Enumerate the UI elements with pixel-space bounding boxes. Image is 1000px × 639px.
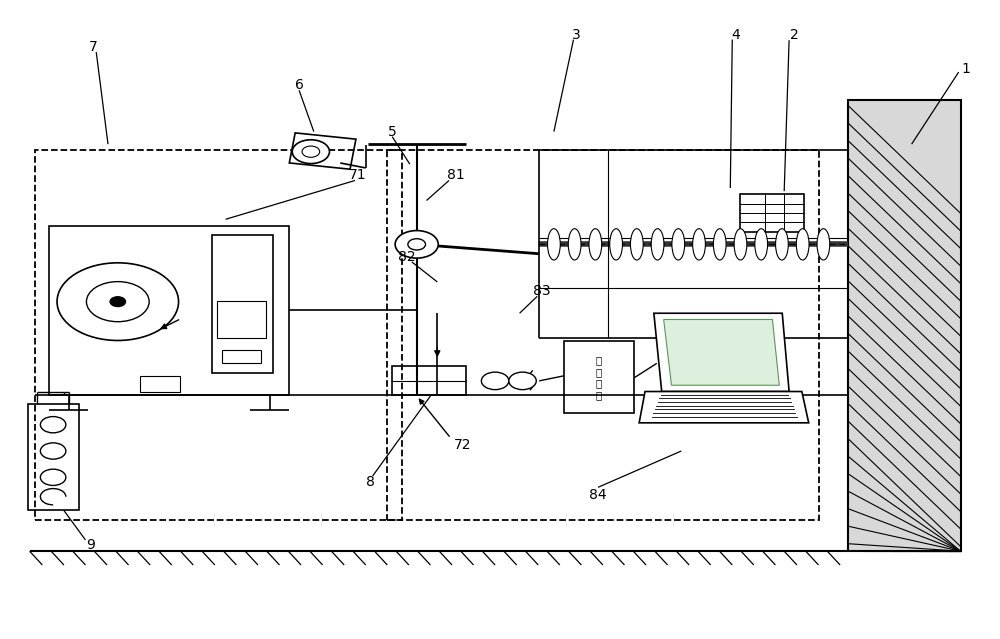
Text: 5: 5: [388, 125, 397, 139]
Circle shape: [110, 296, 126, 307]
Circle shape: [408, 239, 426, 250]
Circle shape: [57, 263, 179, 341]
Text: 71: 71: [349, 169, 367, 183]
Circle shape: [481, 372, 509, 390]
Bar: [387, 150, 818, 520]
Circle shape: [40, 443, 66, 459]
Polygon shape: [289, 133, 356, 169]
Bar: [222, 350, 261, 364]
Polygon shape: [664, 320, 779, 385]
Circle shape: [395, 231, 438, 258]
Bar: [49, 226, 289, 395]
Circle shape: [40, 469, 66, 486]
Text: 1: 1: [961, 62, 970, 76]
Circle shape: [509, 372, 536, 390]
Ellipse shape: [568, 229, 581, 260]
Ellipse shape: [796, 229, 809, 260]
Text: 81: 81: [447, 169, 465, 183]
Text: 4: 4: [731, 27, 740, 42]
Circle shape: [86, 282, 149, 321]
Bar: [740, 194, 804, 232]
Bar: [564, 341, 634, 413]
Text: 84: 84: [589, 488, 607, 502]
Ellipse shape: [817, 229, 830, 260]
Bar: [140, 376, 180, 392]
Text: 9: 9: [86, 538, 95, 552]
Ellipse shape: [693, 229, 705, 260]
Bar: [217, 301, 266, 338]
Text: 数
据
采
集: 数 据 采 集: [596, 355, 602, 400]
Text: 2: 2: [790, 27, 798, 42]
Ellipse shape: [672, 229, 685, 260]
Ellipse shape: [713, 229, 726, 260]
Polygon shape: [654, 313, 789, 392]
Text: 6: 6: [295, 78, 304, 91]
Bar: [34, 150, 402, 520]
Text: 82: 82: [398, 250, 416, 264]
Circle shape: [292, 140, 329, 164]
Ellipse shape: [776, 229, 788, 260]
Bar: [28, 404, 79, 511]
Bar: [848, 100, 961, 551]
Circle shape: [302, 146, 320, 157]
Polygon shape: [639, 392, 809, 423]
Ellipse shape: [548, 229, 560, 260]
Bar: [212, 235, 273, 373]
Text: 72: 72: [454, 438, 472, 452]
Ellipse shape: [755, 229, 768, 260]
Text: 3: 3: [572, 27, 581, 42]
Circle shape: [40, 417, 66, 433]
Bar: [392, 367, 466, 395]
Ellipse shape: [610, 229, 622, 260]
Text: 7: 7: [89, 40, 98, 54]
Ellipse shape: [734, 229, 747, 260]
Ellipse shape: [589, 229, 602, 260]
Text: 8: 8: [366, 475, 375, 489]
Text: 83: 83: [533, 284, 551, 298]
Ellipse shape: [630, 229, 643, 260]
Ellipse shape: [651, 229, 664, 260]
